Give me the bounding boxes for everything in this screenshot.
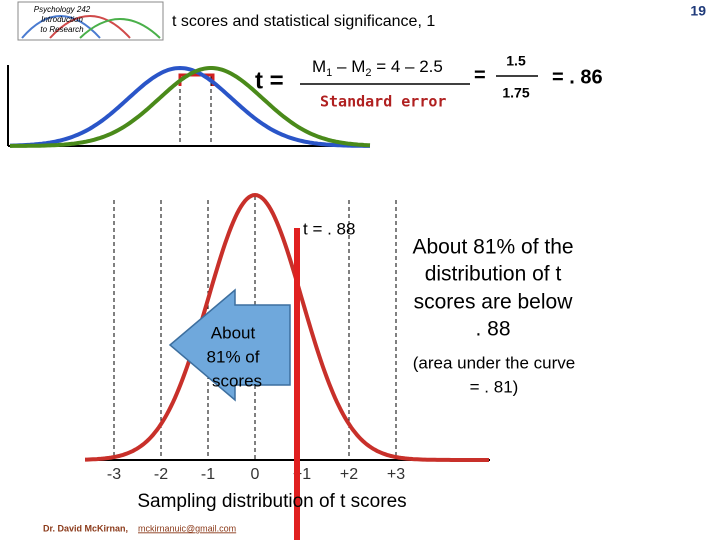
logo: Psychology 242 Introduction to Research	[17, 1, 164, 41]
explanation: . 88	[475, 318, 510, 341]
logo-curve	[49, 15, 131, 39]
axis-label: -1	[201, 466, 215, 483]
fraction-bottom: 1.75	[502, 85, 529, 101]
logo-text: Psychology 242	[34, 5, 91, 14]
formula-denominator: Standard error	[320, 93, 446, 111]
fraction-top: 1.5	[506, 53, 526, 69]
arrow-text: About	[211, 323, 256, 342]
logo-curve	[79, 18, 161, 39]
arrow-text: scores	[212, 371, 262, 390]
formula-numerator: M1 – M2 = 4 – 2.5	[312, 57, 443, 78]
arrow-text: 81% of	[207, 347, 260, 366]
small-distributions	[7, 65, 371, 148]
area-note: (area under the curve	[413, 353, 576, 372]
explanation: distribution of t	[425, 263, 562, 286]
logo-text: to Research	[40, 25, 84, 34]
distribution-curve	[9, 66, 371, 148]
footer-author: Dr. David McKirnan,	[43, 523, 128, 533]
axis-label: +2	[340, 466, 358, 483]
area-note: = . 81)	[470, 377, 519, 396]
formula-text: M	[312, 57, 326, 76]
formula-subscript: 2	[365, 67, 371, 79]
axis-label: -3	[107, 466, 121, 483]
sampling-distribution: -3 -2 -1 0 +1 +2 +3	[85, 192, 490, 483]
axis-label: +3	[387, 466, 405, 483]
formula-subscript: 1	[326, 67, 332, 79]
caption: Sampling distribution of t scores	[137, 491, 406, 512]
explanation: About 81% of the	[412, 236, 573, 259]
page-number: 19	[690, 3, 706, 19]
formula-result: = . 86	[552, 66, 603, 88]
formula-equals: =	[474, 64, 486, 86]
formula-lhs: t =	[255, 67, 284, 94]
explanation: scores are below	[414, 291, 574, 314]
slide-title: t scores and statistical significance, 1	[172, 13, 435, 30]
t-marker	[294, 228, 300, 540]
formula-text: = 4 – 2.5	[371, 57, 442, 76]
distribution-curve	[85, 192, 489, 462]
distribution-curve	[10, 65, 370, 148]
logo-text: Introduction	[41, 15, 83, 24]
t-label: t = . 88	[303, 219, 355, 238]
arrow	[168, 288, 291, 402]
footer-email[interactable]: mckirnanuic@gmail.com	[138, 523, 236, 533]
formula-text: – M	[332, 57, 365, 76]
axis-label: 0	[251, 466, 260, 483]
axis-label: -2	[154, 466, 168, 483]
